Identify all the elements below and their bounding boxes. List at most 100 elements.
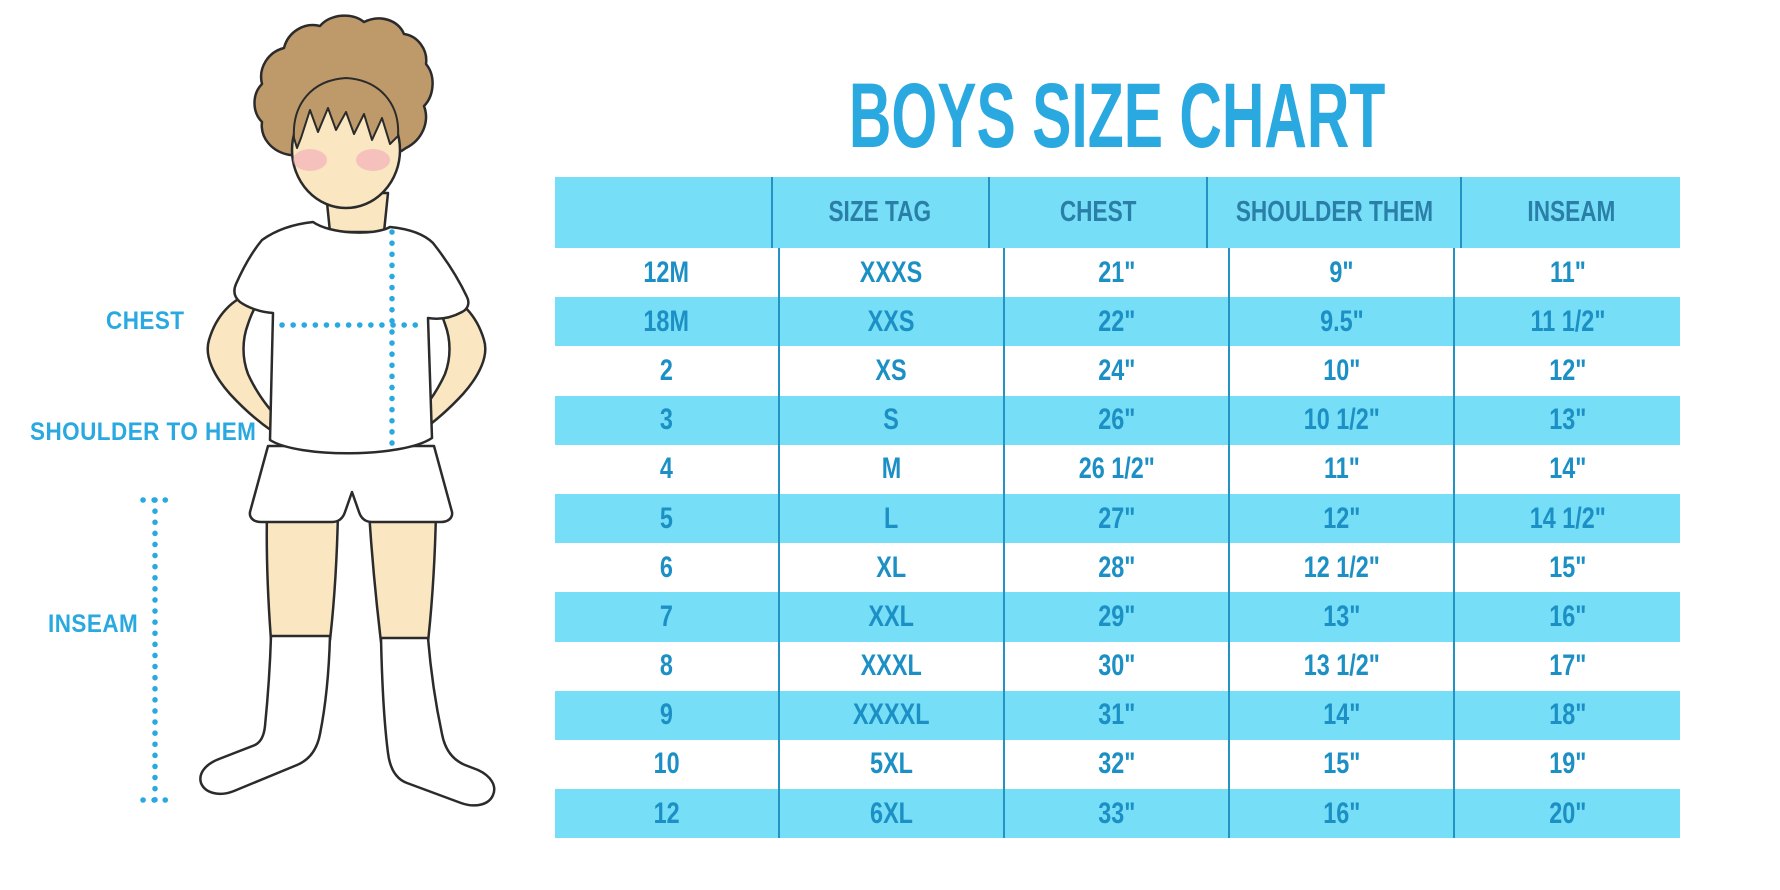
table-cell-text: 12": [1548, 353, 1587, 387]
table-cell-text: 21": [1097, 255, 1136, 289]
table-cell-text: XS: [875, 353, 908, 387]
table-row: 10 5XL 32" 15" 19": [555, 739, 1680, 790]
table-cell: 8: [555, 641, 780, 691]
table-cell: 12: [555, 789, 780, 839]
table-cell: XXXL: [780, 641, 1005, 691]
table-cell: 21": [1005, 248, 1230, 298]
table-cell-text: 10 1/2": [1303, 403, 1380, 437]
table-cell-text: 24": [1097, 353, 1136, 387]
table-cell: 13 1/2": [1230, 641, 1455, 691]
table-row: 3 S 26" 10 1/2" 13": [555, 395, 1680, 445]
table-cell-text: 13": [1548, 403, 1587, 437]
table-row: 8 XXXL 30" 13 1/2" 17": [555, 641, 1680, 691]
table-cell: 28": [1005, 543, 1230, 593]
table-row: 18M XXS 22" 9.5" 11 1/2": [555, 297, 1680, 347]
table-cell-text: 18": [1548, 698, 1587, 732]
table-body: 12M XXXS 21" 9" 11" 18M XXS 22" 9.5" 11 1/2" 2 XS 24…: [555, 248, 1680, 839]
table-cell: 13": [1455, 396, 1680, 445]
table-cell: 12 1/2": [1230, 543, 1455, 593]
table-cell: 10": [1230, 346, 1455, 396]
column-header-text: CHEST: [1059, 196, 1137, 228]
table-cell: 19": [1455, 740, 1680, 789]
table-cell: 26 1/2": [1005, 444, 1230, 494]
table-row: 12M XXXS 21" 9" 11": [555, 248, 1680, 298]
table-cell-text: 10": [1322, 353, 1361, 387]
table-cell-text: 11 1/2": [1530, 304, 1605, 338]
table-cell-text: 10: [653, 747, 680, 781]
table-cell: 6: [555, 543, 780, 593]
table-cell: 5: [555, 493, 780, 544]
table-cell-text: 11": [1323, 452, 1360, 486]
inseam-label: INSEAM: [48, 610, 139, 638]
column-header-text: SHOULDER THEM: [1235, 196, 1433, 228]
column-header: SHOULDER THEM: [1208, 177, 1463, 248]
table-row: 12 6XL 33" 16" 20": [555, 789, 1680, 839]
table-cell: 2: [555, 346, 780, 396]
table-cell: XXXS: [780, 248, 1005, 298]
table-cell: 20": [1455, 789, 1680, 838]
table-cell-text: XXXS: [860, 255, 923, 289]
table-cell: 14": [1455, 445, 1680, 494]
table-cell-text: 19": [1548, 747, 1587, 781]
table-cell: 27": [1005, 493, 1230, 544]
table-cell: 11": [1230, 444, 1455, 494]
table-cell: 5XL: [780, 739, 1005, 790]
table-cell-text: 14": [1548, 452, 1587, 486]
table-cell-text: 2: [659, 353, 674, 387]
table-cell-text: XXXXL: [853, 698, 930, 732]
table-cell-text: 26 1/2": [1078, 452, 1155, 486]
table-cell: 32": [1005, 739, 1230, 790]
table-cell: 13": [1230, 592, 1455, 642]
table-cell: S: [780, 395, 1005, 445]
table-cell: XXXXL: [780, 690, 1005, 740]
table-cell: 12": [1230, 493, 1455, 544]
column-header-text: INSEAM: [1527, 196, 1616, 228]
table-cell: 11 1/2": [1455, 297, 1680, 346]
boy-blush-left: [293, 149, 327, 171]
table-cell: 17": [1455, 642, 1680, 691]
table-cell-text: S: [883, 403, 900, 437]
table-cell: 9.5": [1230, 297, 1455, 347]
table-cell: 22": [1005, 297, 1230, 347]
table-cell-text: 20": [1548, 796, 1587, 830]
boy-blush-right: [356, 149, 390, 171]
table-cell: 11": [1455, 248, 1680, 297]
table-cell: 18": [1455, 691, 1680, 740]
table-cell-text: XL: [876, 550, 907, 584]
table-cell-text: 12 1/2": [1303, 550, 1380, 584]
table-cell: 7: [555, 592, 780, 642]
table-cell-text: 33": [1097, 796, 1136, 830]
table-cell-text: XXL: [868, 599, 915, 633]
table-row: 5 L 27" 12" 14 1/2": [555, 493, 1680, 544]
table-cell-text: 29": [1097, 599, 1136, 633]
table-cell-text: 5XL: [870, 747, 913, 781]
table-cell-text: 15": [1548, 550, 1587, 584]
column-header-text: SIZE TAG: [828, 196, 932, 228]
table-row: 7 XXL 29" 13" 16": [555, 592, 1680, 642]
table-cell: 15": [1230, 739, 1455, 790]
table-cell-text: 5: [659, 501, 674, 535]
table-cell-text: 22": [1097, 304, 1136, 338]
table-row: 4 M 26 1/2" 11" 14": [555, 444, 1680, 494]
table-cell: 29": [1005, 592, 1230, 642]
table-cell-text: 18M: [643, 304, 690, 338]
table-cell: 33": [1005, 789, 1230, 839]
boy-shorts: [248, 444, 454, 524]
boy-right-leg: [367, 510, 438, 644]
table-cell: 30": [1005, 641, 1230, 691]
table-cell-text: 6XL: [870, 796, 913, 830]
table-cell-text: XXXL: [860, 649, 923, 683]
table-cell: 18M: [555, 297, 780, 347]
table-cell-text: 32": [1097, 747, 1136, 781]
column-header: INSEAM: [1462, 177, 1680, 248]
table-cell-text: M: [881, 452, 902, 486]
table-cell-text: XXS: [868, 304, 915, 338]
table-cell: XL: [780, 543, 1005, 593]
table-cell: XXL: [780, 592, 1005, 642]
table-cell: 3: [555, 395, 780, 445]
table-cell: 9": [1230, 248, 1455, 298]
measurement-figure: CHEST SHOULDER TO HEM INSEAM: [0, 0, 510, 890]
table-cell-text: L: [884, 501, 899, 535]
table-cell: XS: [780, 346, 1005, 396]
